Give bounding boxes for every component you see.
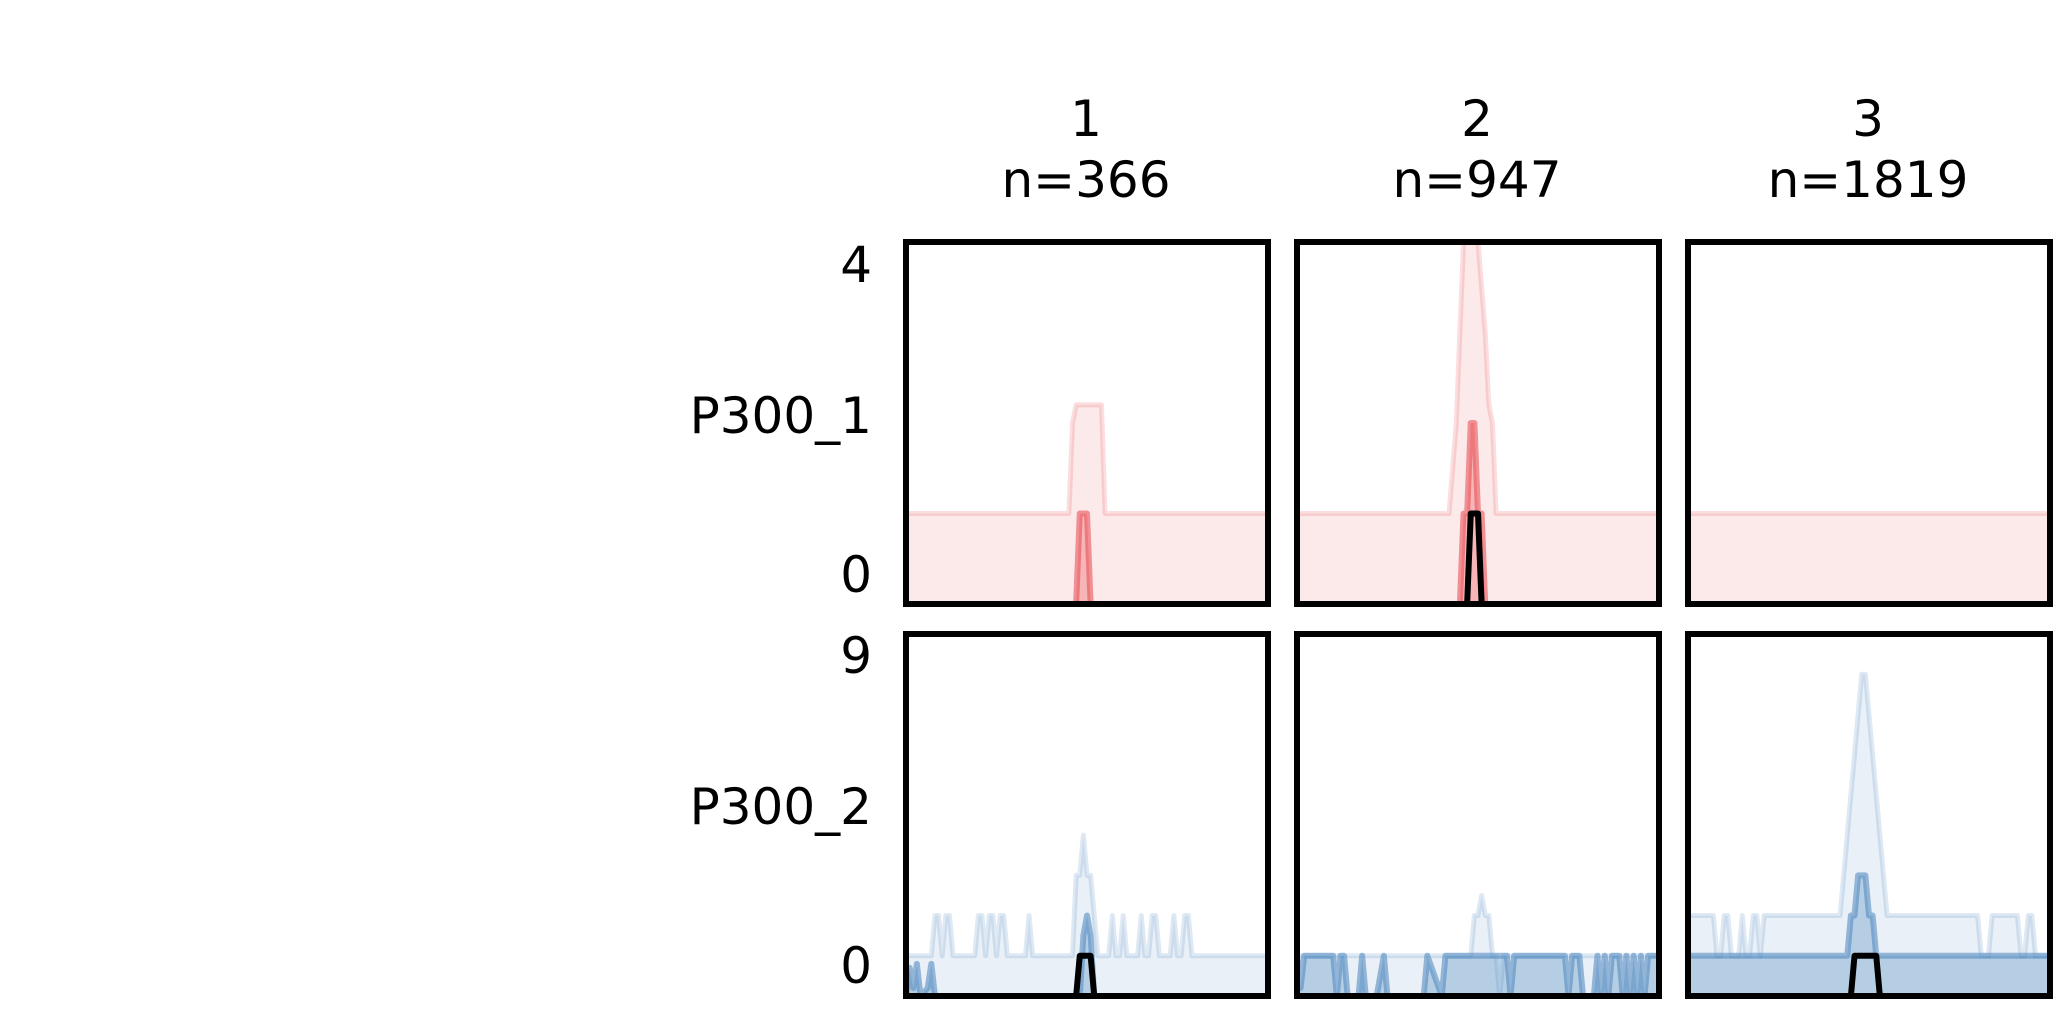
median-line [906, 952, 1268, 996]
panel-2-3 [1685, 631, 2053, 999]
inner-band-area [1297, 955, 1659, 996]
outer-band-area [1688, 513, 2050, 604]
outer-band-area [1297, 242, 1659, 604]
row-label-p300-1: P300_1 [690, 387, 872, 445]
row-label-p300-2: P300_2 [690, 778, 872, 836]
y-tick-label-row2-top: 9 [840, 627, 872, 685]
inner-band-line [1297, 420, 1659, 604]
panels [903, 239, 2053, 999]
column-title-3: 3 [1852, 90, 1884, 148]
inner-band-line [1297, 952, 1659, 996]
panel-frame [1685, 631, 2053, 999]
inner-band-line [906, 510, 1268, 604]
column-title-2: 2 [1461, 90, 1493, 148]
y-tick-label-row2-bottom: 0 [840, 937, 872, 995]
inner-band-line [1688, 872, 2050, 959]
panel-2-1 [903, 631, 1271, 999]
column-n-label-2: n=947 [1392, 151, 1561, 209]
y-tick-labels: 4 0 9 0 [840, 236, 872, 995]
column-n-label-1: n=366 [1001, 151, 1170, 209]
outer-band-line [906, 402, 1268, 516]
y-tick-label-row1-bottom: 0 [840, 546, 872, 604]
median-line [1688, 952, 2050, 996]
row-labels: P300_1 P300_2 [690, 387, 872, 836]
column-n-label-3: n=1819 [1768, 151, 1969, 209]
panel-frame [1294, 631, 1662, 999]
column-titles: 1 n=366 2 n=947 3 n=1819 [1001, 90, 1968, 209]
panel-1-3 [1685, 239, 2053, 607]
panel-frame [1685, 239, 2053, 607]
panel-2-2 [1294, 631, 1662, 999]
panel-frame [903, 239, 1271, 607]
panel-frame [903, 631, 1271, 999]
inner-band-area [1688, 875, 2050, 996]
column-title-1: 1 [1070, 90, 1102, 148]
panel-1-2 [1294, 239, 1662, 607]
median-line [1297, 510, 1659, 604]
outer-band-area [906, 404, 1268, 604]
outer-band-area [1688, 674, 2050, 996]
y-tick-label-row1-top: 4 [840, 236, 872, 294]
inner-band-line [906, 912, 1268, 996]
panel-frame [1294, 239, 1662, 607]
outer-band-line [906, 832, 1268, 959]
outer-band-line [1297, 892, 1659, 996]
panel-1-1 [903, 239, 1271, 607]
outer-band-line [1297, 242, 1659, 516]
